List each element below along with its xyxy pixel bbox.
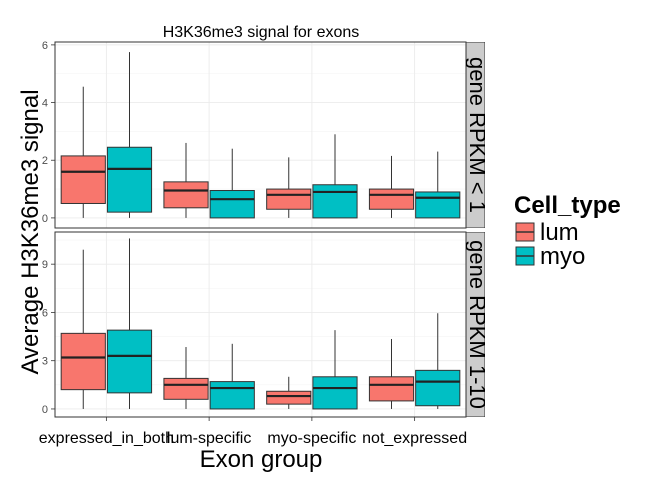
- box-body: [209, 190, 255, 219]
- box-body: [312, 184, 358, 219]
- box-myo-not_expressed: [415, 313, 461, 409]
- y-tick-label: 6: [42, 307, 48, 319]
- y-tick-label: 4: [42, 98, 48, 110]
- box-lum-not_expressed: [368, 338, 415, 409]
- box-myo-lum-specific: [209, 343, 255, 410]
- box-myo-myo-specific: [312, 330, 358, 410]
- box-lum-lum-specific: [163, 347, 209, 409]
- y-tick-label: 9: [42, 259, 48, 271]
- box-body: [415, 191, 461, 219]
- x-tick-label: expressed_in_both: [39, 430, 174, 447]
- y-tick-label: 0: [42, 213, 48, 225]
- box-body: [415, 369, 461, 407]
- strip-label: gene RPKM < 1: [465, 57, 490, 213]
- box-body: [266, 188, 312, 210]
- x-tick-label: myo-specific: [267, 430, 356, 447]
- box-body: [163, 181, 209, 209]
- box-body: [106, 329, 153, 394]
- box-myo-expressed_in_both: [106, 52, 153, 218]
- box-body: [368, 376, 415, 402]
- x-axis-title: Exon group: [200, 446, 323, 473]
- box-body: [60, 332, 106, 391]
- legend-label-lum: lum: [540, 219, 579, 246]
- box-lum-not_expressed: [368, 155, 415, 218]
- y-tick-label: 6: [42, 40, 48, 52]
- box-body: [209, 381, 255, 410]
- box-lum-expressed_in_both: [60, 249, 106, 409]
- box-body: [106, 146, 153, 213]
- legend-label-myo: myo: [540, 243, 585, 270]
- y-tick-label: 2: [42, 155, 48, 167]
- panel-2: 0 3 6 9 gene RPKM 1-10: [42, 231, 490, 418]
- box-myo-lum-specific: [209, 148, 255, 219]
- y-tick-label: 0: [42, 404, 48, 416]
- facet-panels: 0 2 4 6 gene RPKM < 1 0 3 6 9 gene RPKM 1-10: [42, 40, 490, 418]
- box-lum-myo-specific: [266, 376, 312, 409]
- box-body: [312, 376, 358, 410]
- box-myo-expressed_in_both: [106, 238, 153, 409]
- strip-label: gene RPKM 1-10: [465, 240, 490, 409]
- box-lum-myo-specific: [266, 157, 312, 218]
- box-body: [163, 377, 209, 400]
- legend-title: Cell_type: [514, 192, 621, 219]
- box-lum-lum-specific: [163, 142, 209, 218]
- box-body: [266, 390, 312, 405]
- box-myo-not_expressed: [415, 151, 461, 219]
- box-lum-expressed_in_both: [60, 86, 106, 218]
- facet-strip: gene RPKM < 1: [465, 42, 490, 228]
- chart-title: H3K36me3 signal for exons: [163, 24, 360, 41]
- x-tick-label: not_expressed: [362, 430, 467, 447]
- strip-background: [466, 42, 485, 228]
- box-body: [368, 188, 415, 210]
- x-tick-label: lum-specific: [167, 430, 251, 447]
- box-body: [60, 155, 106, 204]
- panel-1: 0 2 4 6 gene RPKM < 1: [42, 40, 490, 229]
- strip-background: [466, 232, 485, 417]
- box-myo-myo-specific: [312, 134, 358, 219]
- y-axis-title: Average H3K36me3 signal: [17, 89, 44, 374]
- facet-strip: gene RPKM 1-10: [465, 232, 490, 417]
- y-tick-label: 3: [42, 356, 48, 368]
